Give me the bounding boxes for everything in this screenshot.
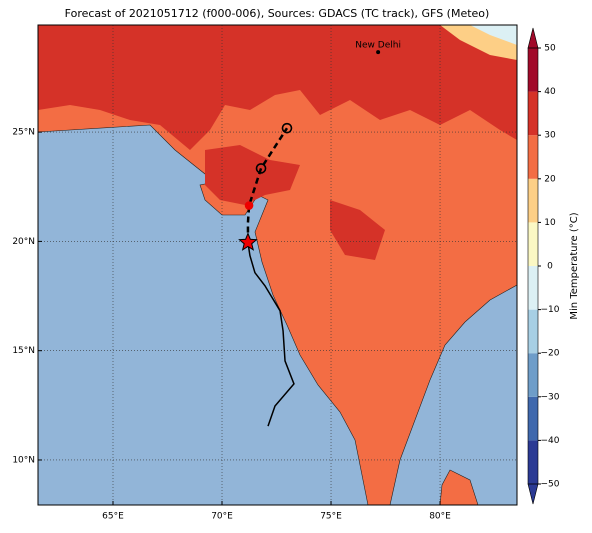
colorbar-tick-label: 40: [544, 87, 556, 97]
map-title: Forecast of 2021051712 (f000-006), Sourc…: [65, 7, 490, 20]
colorbar: −50 −40 −30 −20 −10 0 10 20 30 40 50: [527, 27, 560, 505]
colorbar-segment: [528, 309, 538, 354]
warm-region: [205, 145, 300, 205]
colorbar-segment: [528, 91, 538, 136]
city-marker: [376, 50, 381, 55]
map-frame: [37, 24, 518, 506]
y-tick-label: 25°N: [12, 128, 35, 138]
forecast-point: [281, 122, 293, 134]
grid: [38, 25, 517, 505]
colorbar-tick-label: −40: [541, 436, 560, 446]
y-tick-label: 20°N: [12, 237, 35, 247]
x-tick-label: 75°E: [320, 512, 342, 522]
forecast-track: [246, 127, 289, 243]
x-tick-label: 80°E: [429, 512, 451, 522]
sri-lanka: [439, 469, 479, 505]
observed-track: [247, 242, 295, 427]
colorbar-tick-label: 0: [547, 262, 553, 272]
colorbar-tick-label: 50: [544, 44, 556, 54]
tracks: [238, 122, 295, 427]
storm-position: [238, 232, 258, 251]
cold-region: [470, 25, 517, 45]
colorbar-segment: [528, 48, 538, 92]
forecast-point: [244, 201, 254, 210]
colorbar-tick-label: 20: [544, 174, 556, 184]
colorbar-tick-label: −50: [541, 480, 560, 490]
colorbar-extend-low: [527, 483, 539, 505]
x-tick-label: 65°E: [102, 512, 124, 522]
forecast-point: [255, 163, 267, 174]
colorbar-segment: [528, 396, 538, 441]
colorbar-tick-label: 30: [544, 131, 556, 141]
colorbar-tick-label: −30: [541, 392, 560, 402]
colorbar-tick-label: −20: [541, 349, 560, 359]
colorbar-segment: [528, 135, 538, 179]
colorbar-label: Min Temperature (°C): [569, 212, 580, 319]
colorbar-segment: [528, 266, 538, 310]
y-tick-label: 10°N: [12, 455, 35, 465]
colorbar-tick-label: 10: [544, 218, 556, 228]
colorbar-segment: [528, 440, 538, 484]
warm-region: [330, 200, 385, 260]
colorbar-extend-high: [527, 27, 539, 49]
colorbar-segment: [528, 353, 538, 397]
colorbar-segment: [528, 222, 538, 266]
x-tick-label: 70°E: [211, 512, 233, 522]
land: [38, 25, 517, 505]
city-label: New Delhi: [355, 41, 401, 51]
warm-region: [38, 25, 517, 150]
map-area: [38, 25, 517, 505]
colorbar-segment: [528, 178, 538, 223]
colorbar-tick-label: −10: [541, 305, 560, 315]
y-tick-label: 15°N: [12, 346, 35, 356]
